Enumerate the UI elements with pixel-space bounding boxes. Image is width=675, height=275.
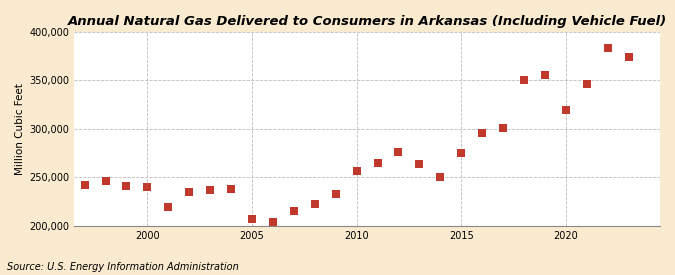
Point <box>121 184 132 188</box>
Point <box>288 209 299 214</box>
Point <box>414 162 425 166</box>
Point <box>79 183 90 187</box>
Point <box>225 187 236 191</box>
Point <box>456 151 466 155</box>
Point <box>477 131 487 135</box>
Y-axis label: Million Cubic Feet: Million Cubic Feet <box>15 83 25 175</box>
Point <box>539 72 550 77</box>
Point <box>518 78 529 82</box>
Point <box>184 190 194 194</box>
Point <box>623 55 634 59</box>
Point <box>163 205 173 210</box>
Point <box>246 217 257 221</box>
Point <box>205 188 215 192</box>
Point <box>351 168 362 173</box>
Point <box>602 46 613 51</box>
Point <box>497 126 508 130</box>
Point <box>142 185 153 189</box>
Point <box>393 150 404 154</box>
Point <box>581 82 592 87</box>
Title: Annual Natural Gas Delivered to Consumers in Arkansas (Including Vehicle Fuel): Annual Natural Gas Delivered to Consumer… <box>68 15 667 28</box>
Point <box>267 220 278 224</box>
Point <box>330 192 341 196</box>
Point <box>560 107 571 112</box>
Point <box>100 179 111 183</box>
Point <box>372 161 383 165</box>
Point <box>309 201 320 206</box>
Point <box>435 175 446 180</box>
Text: Source: U.S. Energy Information Administration: Source: U.S. Energy Information Administ… <box>7 262 238 272</box>
